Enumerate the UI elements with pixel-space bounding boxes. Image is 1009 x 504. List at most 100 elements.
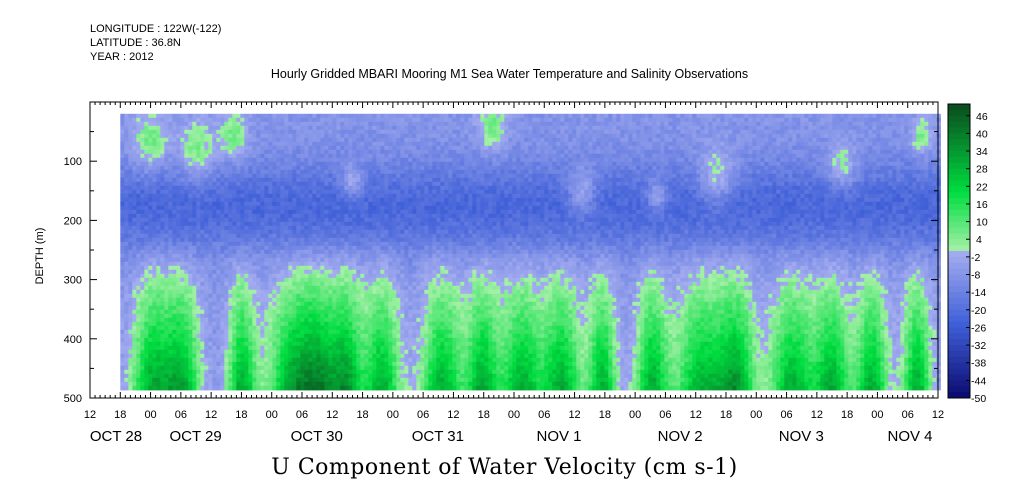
heatmap-cell [856,121,861,127]
heatmap-cell [268,117,273,123]
heatmap-cell [860,157,865,163]
heatmap-cell [236,181,241,187]
heatmap-cell [436,197,441,203]
heatmap-cell [828,133,833,139]
heatmap-cell [292,173,297,179]
heatmap-cell [788,185,793,191]
heatmap-cell [620,161,625,167]
heatmap-cell [588,177,593,183]
heatmap-cell [572,181,577,187]
heatmap-cell [240,157,245,163]
heatmap-cell [456,141,461,147]
heatmap-cell [356,141,361,147]
heatmap-cell [820,205,825,211]
heatmap-cell [212,189,217,195]
heatmap-cell [700,141,705,147]
heatmap-cell [168,137,173,143]
heatmap-cell [708,141,713,147]
heatmap-cell [680,137,685,143]
heatmap-cell [332,113,337,119]
heatmap-cell [460,193,465,199]
heatmap-cell [516,205,521,211]
heatmap-cell [576,121,581,127]
heatmap-cell [720,189,725,195]
heatmap-cell [128,209,133,215]
heatmap-cell [388,137,393,143]
heatmap-cell [340,201,345,207]
heatmap-cell [144,201,149,207]
heatmap-cell [808,125,813,131]
heatmap-cell [860,133,865,139]
heatmap-cell [228,201,233,207]
heatmap-cell [428,141,433,147]
heatmap-cell [308,173,313,179]
heatmap-cell [232,125,237,131]
heatmap-cell [768,181,773,187]
heatmap-cell [780,161,785,167]
heatmap-cell [872,189,877,195]
heatmap-cell [276,181,281,187]
heatmap-cell [392,169,397,175]
heatmap-cell [592,153,597,159]
heatmap-cell [572,165,577,171]
heatmap-cell [552,177,557,183]
heatmap-cell [308,145,313,151]
heatmap-cell [624,117,629,123]
heatmap-cell [536,149,541,155]
heatmap-cell [684,141,689,147]
heatmap-cell [316,161,321,167]
heatmap-cell [428,113,433,119]
heatmap-cell [300,129,305,135]
heatmap-cell [508,169,513,175]
heatmap-cell [728,169,733,175]
heatmap-cell [916,173,921,179]
heatmap-cell [452,157,457,163]
heatmap-cell [672,173,677,179]
heatmap-cell [312,193,317,199]
heatmap-cell [532,157,537,163]
heatmap-cell [828,157,833,163]
heatmap-cell [144,177,149,183]
heatmap-cell [548,201,553,207]
heatmap-cell [516,117,521,123]
heatmap-cell [680,125,685,131]
heatmap-cell [432,189,437,195]
heatmap-cell [324,157,329,163]
heatmap-cell [236,141,241,147]
heatmap-cell [924,205,929,211]
heatmap-cell [756,121,761,127]
heatmap-cell [616,129,621,135]
heatmap-cell [236,201,241,207]
heatmap-cell [588,125,593,131]
heatmap-cell [872,193,877,199]
heatmap-cell [680,177,685,183]
heatmap-cell [812,185,817,191]
heatmap-cell [128,157,133,163]
heatmap-cell [300,169,305,175]
heatmap-cell [820,181,825,187]
heatmap-cell [556,145,561,151]
heatmap-cell [220,169,225,175]
heatmap-cell [600,165,605,171]
heatmap-cell [848,201,853,207]
heatmap-cell [380,113,385,119]
heatmap-cell [140,201,145,207]
heatmap-cell [896,169,901,175]
heatmap-cell [304,185,309,191]
heatmap-cell [696,133,701,139]
heatmap-cell [836,129,841,135]
heatmap-cell [168,205,173,211]
heatmap-cell [172,125,177,131]
heatmap-cell [856,145,861,151]
heatmap-cell [920,169,925,175]
heatmap-cell [448,205,453,211]
heatmap-cell [768,169,773,175]
heatmap-cell [496,153,501,159]
heatmap-cell [884,137,889,143]
heatmap-cell [740,125,745,131]
heatmap-cell [932,137,937,143]
heatmap-cell [152,209,157,215]
heatmap-cell [488,185,493,191]
heatmap-cell [832,161,837,167]
heatmap-cell [796,201,801,207]
